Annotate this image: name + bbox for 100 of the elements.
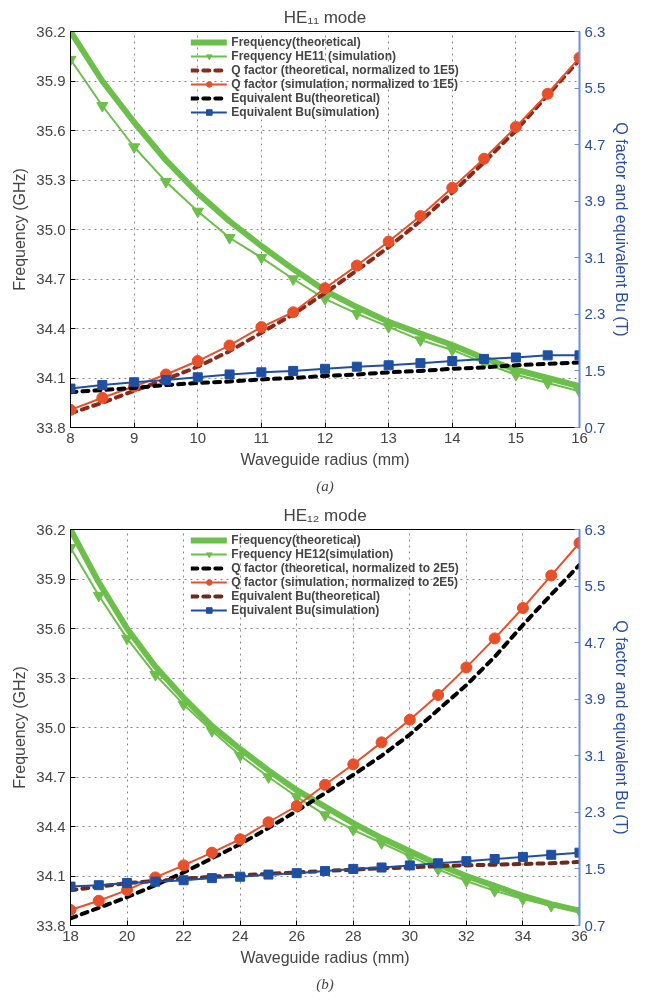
x-tick-label: 10 — [189, 428, 207, 446]
point — [478, 152, 491, 165]
y-tick-label: 34.1 — [36, 369, 66, 386]
y-tick-label: 35.9 — [36, 72, 66, 89]
point — [263, 869, 274, 880]
y-tick-label: 34.7 — [36, 768, 66, 785]
point — [97, 380, 108, 391]
y2-tick-label: 6.3 — [584, 22, 606, 40]
legend-label: Q factor (theoretical, normalized to 1E5) — [231, 63, 459, 77]
y-tick-label: 35.6 — [36, 619, 66, 637]
point — [488, 632, 501, 645]
point — [256, 367, 267, 378]
point — [96, 391, 109, 404]
point — [351, 361, 362, 372]
point — [403, 713, 416, 726]
point — [541, 379, 554, 390]
x-tick-label: 13 — [380, 428, 397, 446]
point — [414, 336, 427, 347]
point — [350, 309, 363, 321]
point — [489, 854, 500, 865]
point — [122, 878, 133, 889]
x-tick-label: 22 — [175, 926, 192, 944]
legend-label: Q factor (theoretical, normalized to 2E5) — [231, 561, 459, 575]
x-tick-label: 9 — [129, 428, 139, 446]
point — [290, 800, 303, 812]
y-tick-label: 35.3 — [36, 171, 66, 188]
y2-tick-label: 5.5 — [584, 577, 606, 595]
x-tick-label: 24 — [231, 926, 249, 944]
point — [509, 120, 522, 133]
point — [128, 143, 141, 154]
legend-label: Equivalent Bu(theoretical) — [231, 589, 380, 603]
y2-axis-title: Q factor and equivalent Bu (T) — [613, 620, 631, 835]
text: (a) — [316, 477, 334, 495]
y2-tick-label: 3.1 — [584, 746, 606, 764]
point — [460, 661, 473, 674]
x-axis-title: Waveguide radius (mm) — [240, 948, 410, 966]
y2-axis-title: Q factor and equivalent Bu (T) — [613, 122, 631, 337]
y-tick-label: 35.0 — [36, 220, 66, 238]
x-tick-label: 34 — [514, 926, 532, 944]
y2-tick-label: 1.5 — [584, 361, 606, 379]
point — [375, 736, 388, 749]
legend-label: Q factor (simulation, normalized to 1E5) — [231, 77, 459, 91]
x-tick-label: 8 — [66, 428, 75, 446]
point — [319, 282, 331, 295]
point — [516, 602, 529, 614]
x-tick-label: 11 — [253, 428, 270, 446]
legend-label: Frequency(theoretical) — [231, 35, 361, 49]
point — [509, 371, 522, 382]
point — [446, 181, 459, 194]
point — [191, 355, 204, 368]
x-tick-label: 12 — [316, 428, 334, 446]
y2-tick-label: 6.3 — [584, 520, 606, 538]
point — [93, 880, 104, 891]
legend-label: Equivalent Bu(theoretical) — [231, 91, 380, 105]
point — [192, 372, 203, 383]
point — [319, 811, 331, 822]
point — [159, 177, 172, 189]
y2-tick-label: 5.5 — [584, 79, 606, 97]
y2-tick-label: 4.7 — [584, 135, 606, 153]
x-tick-label: 30 — [401, 926, 419, 944]
point — [376, 862, 387, 873]
point — [479, 353, 490, 364]
point — [287, 275, 300, 286]
point — [541, 87, 554, 100]
y-tick-label: 36.2 — [36, 520, 66, 538]
legend-label: Q factor (simulation, normalized to 2E5) — [231, 575, 459, 589]
point — [447, 356, 458, 367]
y-tick-label: 34.4 — [36, 319, 66, 337]
point — [96, 102, 109, 113]
y2-tick-label: 4.7 — [584, 633, 606, 651]
y-axis-title: Frequency (GHz) — [11, 666, 29, 789]
point — [348, 863, 359, 874]
x-tick-label: 20 — [118, 926, 136, 944]
legend-label: Equivalent Bu(simulation) — [231, 603, 380, 617]
chart-title: HE₁₁ mode — [283, 7, 367, 27]
point — [320, 866, 330, 877]
point — [178, 875, 189, 886]
point — [92, 894, 105, 907]
y-tick-label: 35.3 — [36, 669, 66, 686]
point — [255, 321, 268, 334]
y-tick-label: 33.8 — [36, 418, 66, 436]
point — [433, 858, 444, 869]
point — [546, 849, 557, 860]
point — [350, 259, 363, 272]
point — [432, 688, 445, 701]
x-tick-label: 15 — [507, 428, 525, 446]
point — [319, 778, 331, 791]
point — [517, 851, 528, 862]
point — [235, 871, 246, 882]
point — [255, 253, 268, 265]
point — [287, 306, 300, 319]
point — [461, 856, 472, 867]
point — [206, 873, 217, 884]
y2-tick-label: 3.9 — [584, 192, 606, 210]
text: (b) — [316, 975, 334, 993]
point — [223, 339, 236, 352]
x-tick-label: 32 — [458, 926, 475, 944]
point — [510, 352, 521, 363]
chart-title: HE₁₂ mode — [283, 505, 367, 525]
y2-tick-label: 2.3 — [584, 803, 606, 821]
